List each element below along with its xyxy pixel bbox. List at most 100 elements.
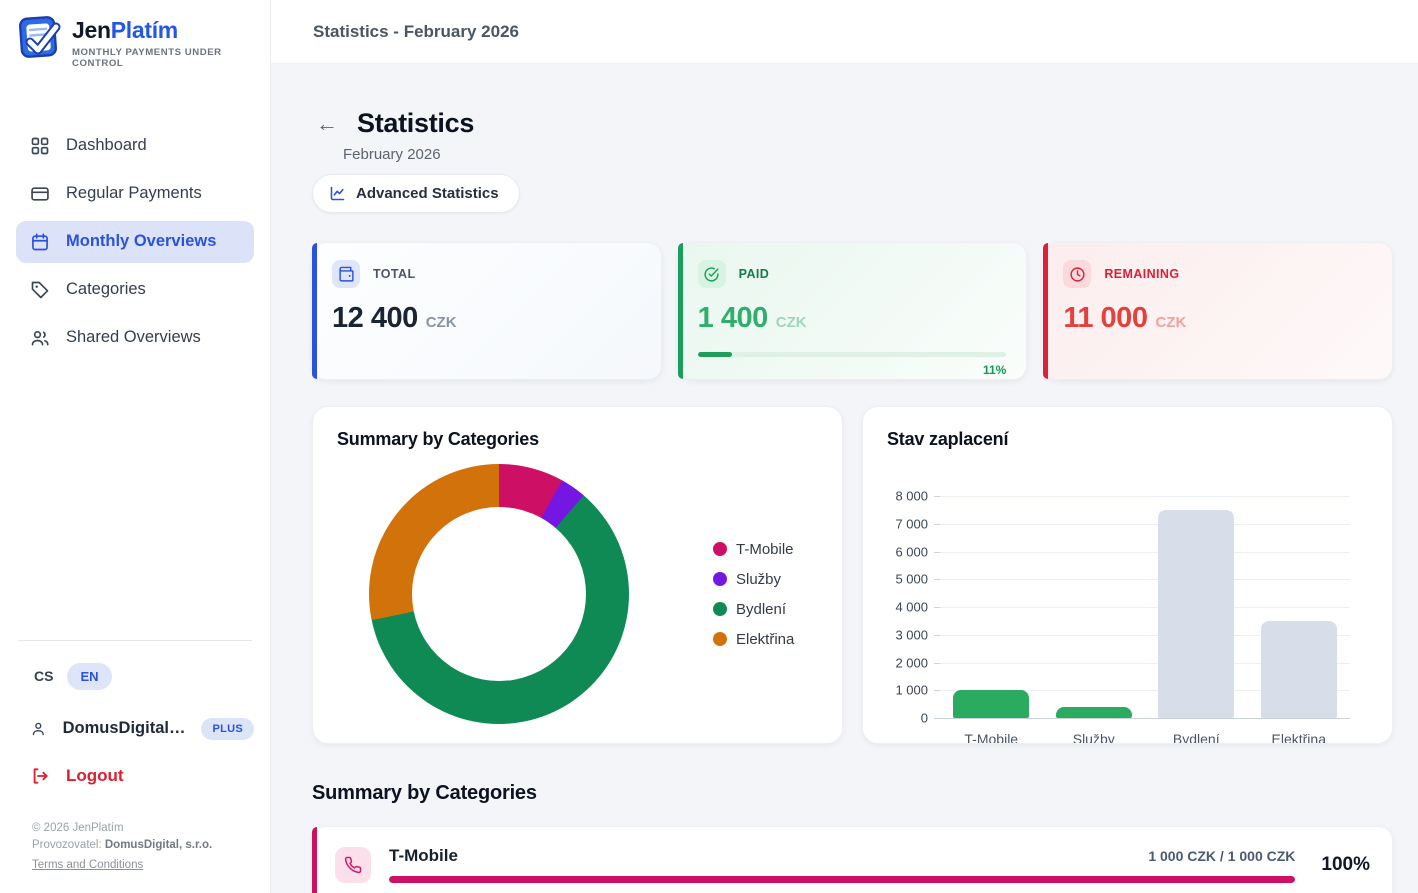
paid-progress-track bbox=[697, 352, 1007, 357]
y-axis-tick-label: 3 000 bbox=[895, 627, 928, 643]
sidebar: JenPlatím MONTHLY PAYMENTS UNDER CONTROL… bbox=[0, 0, 271, 893]
phone-icon bbox=[335, 846, 371, 883]
bar-column bbox=[1248, 620, 1351, 718]
sidebar-item-regular-payments[interactable]: Regular Payments bbox=[16, 173, 254, 215]
donut-chart-title: Summary by Categories bbox=[337, 429, 539, 449]
total-card: TOTAL 12 400 CZK bbox=[312, 242, 662, 380]
sidebar-item-label: Regular Payments bbox=[66, 184, 202, 203]
bar-Služby bbox=[1055, 706, 1132, 718]
paid-card: PAID 1 400 CZK 11% bbox=[677, 242, 1028, 380]
axis-tick bbox=[934, 662, 940, 664]
user-name: DomusDigital… bbox=[62, 719, 186, 738]
stat-label: REMAINING bbox=[1104, 267, 1180, 281]
legend-label: Bydlení bbox=[736, 600, 787, 618]
y-axis-tick-label: 2 000 bbox=[895, 655, 928, 670]
bar-Bydlení bbox=[1158, 509, 1235, 718]
category-name: T-Mobile bbox=[389, 846, 458, 865]
legend-label: Služby bbox=[736, 570, 782, 588]
operator-text: Provozovatel: DomusDigital, s.r.o. bbox=[32, 839, 213, 852]
legend-label: T-Mobile bbox=[736, 540, 794, 558]
page-title: Statistics bbox=[357, 108, 475, 138]
stat-currency: CZK bbox=[1155, 314, 1187, 331]
y-axis-tick-label: 4 000 bbox=[895, 599, 928, 615]
sidebar-item-categories[interactable]: Categories bbox=[16, 269, 254, 311]
logout-label: Logout bbox=[66, 765, 124, 785]
terms-link[interactable]: Terms and Conditions bbox=[32, 859, 144, 872]
legend-item[interactable]: Bydlení bbox=[713, 601, 794, 618]
axis-tick bbox=[934, 634, 940, 636]
y-axis-tick-label: 7 000 bbox=[895, 516, 928, 532]
user-icon bbox=[32, 722, 44, 735]
calendar-icon bbox=[32, 233, 48, 250]
page-header: ← Statistics bbox=[312, 108, 1393, 139]
legend-item[interactable]: Služby bbox=[713, 571, 794, 588]
legend-item[interactable]: T-Mobile bbox=[713, 541, 794, 558]
sidebar-item-label: Dashboard bbox=[66, 136, 147, 155]
sidebar-item-label: Monthly Overviews bbox=[66, 232, 217, 251]
grid-line bbox=[940, 690, 1350, 692]
sidebar-item-monthly-overviews[interactable]: Monthly Overviews bbox=[16, 220, 254, 263]
brand-clipboard-icon bbox=[18, 16, 61, 58]
user-account[interactable]: DomusDigital… PLUS bbox=[16, 717, 254, 740]
legend-color-dot bbox=[713, 572, 727, 586]
stat-value: 11 000 bbox=[1063, 302, 1148, 334]
grid-line bbox=[940, 551, 1350, 553]
language-option-en[interactable]: EN bbox=[67, 662, 112, 690]
grid-line bbox=[940, 607, 1350, 608]
advanced-statistics-button[interactable]: Advanced Statistics bbox=[312, 174, 520, 213]
stat-cards-row: TOTAL 12 400 CZK PAID 1 40 bbox=[312, 242, 1394, 380]
stat-label: TOTAL bbox=[373, 267, 416, 281]
grid-line bbox=[940, 634, 1350, 636]
check-circle-icon bbox=[697, 260, 726, 288]
y-axis-tick-label: 6 000 bbox=[895, 544, 928, 559]
logout-button[interactable]: Logout bbox=[16, 766, 254, 786]
sidebar-nav: Dashboard Regular Payments Monthly Overv… bbox=[16, 125, 254, 359]
logout-icon bbox=[33, 767, 48, 784]
y-axis-tick-label: 0 bbox=[920, 710, 928, 726]
stat-value: 12 400 bbox=[332, 302, 418, 334]
grid-line bbox=[940, 523, 1350, 525]
language-option-cs[interactable]: CS bbox=[34, 668, 54, 685]
axis-tick bbox=[934, 607, 940, 608]
axis-tick bbox=[934, 551, 940, 553]
category-progress-track bbox=[389, 876, 1296, 883]
sidebar-spacer bbox=[16, 359, 254, 640]
clock-icon bbox=[1063, 260, 1092, 288]
bar-column bbox=[940, 690, 1043, 718]
legend-color-dot bbox=[713, 602, 727, 616]
grid-line bbox=[940, 662, 1350, 664]
sidebar-item-label: Shared Overviews bbox=[66, 328, 201, 347]
stat-currency: CZK bbox=[775, 314, 807, 331]
y-axis-tick-label: 8 000 bbox=[895, 488, 928, 504]
brand-logo[interactable]: JenPlatím MONTHLY PAYMENTS UNDER CONTROL bbox=[16, 14, 254, 69]
category-progress-fill bbox=[389, 876, 1296, 883]
main-area: Statistics - February 2026 ← Statistics … bbox=[271, 0, 1418, 893]
legend-item[interactable]: Elektřina bbox=[713, 631, 794, 648]
axis-tick bbox=[934, 579, 940, 581]
donut-chart: T-Mobile Služby Bydlení Elektřina bbox=[337, 464, 818, 724]
sidebar-item-shared-overviews[interactable]: Shared Overviews bbox=[16, 317, 254, 359]
stat-currency: CZK bbox=[425, 314, 457, 331]
sidebar-item-label: Categories bbox=[66, 280, 146, 299]
copyright-text: © 2026 JenPlatím bbox=[32, 821, 124, 834]
bar-x-labels: T-Mobile Služby Bydlení Elektřina bbox=[940, 731, 1350, 743]
bar-Elektřina bbox=[1260, 620, 1337, 718]
grid-line bbox=[940, 579, 1350, 581]
dashboard-grid-icon bbox=[31, 137, 49, 154]
axis-tick bbox=[934, 496, 940, 497]
axis-tick bbox=[934, 690, 940, 692]
sidebar-item-dashboard[interactable]: Dashboard bbox=[16, 125, 254, 167]
sidebar-footer: © 2026 JenPlatím Provozovatel: DomusDigi… bbox=[16, 820, 254, 875]
topbar-title: Statistics - February 2026 bbox=[313, 21, 519, 41]
charts-row: Summary by Categories T-Mobile Služby Bydl… bbox=[312, 406, 1393, 744]
summary-section-title: Summary by Categories bbox=[312, 782, 537, 804]
categories-donut-card: Summary by Categories T-Mobile Služby Bydl… bbox=[312, 406, 843, 744]
y-axis-tick-label: 1 000 bbox=[895, 682, 928, 698]
bar-column bbox=[1145, 509, 1248, 718]
paid-progress-fill bbox=[697, 352, 732, 357]
payment-status-bar-card: Stav zaplacení 0 1 000 2 000 3 000 4 000 5 00… bbox=[862, 406, 1393, 744]
back-arrow-icon[interactable]: ← bbox=[316, 110, 338, 136]
wallet-icon bbox=[332, 260, 360, 288]
page-subtitle: February 2026 bbox=[343, 146, 441, 163]
grid-line bbox=[940, 496, 1350, 497]
